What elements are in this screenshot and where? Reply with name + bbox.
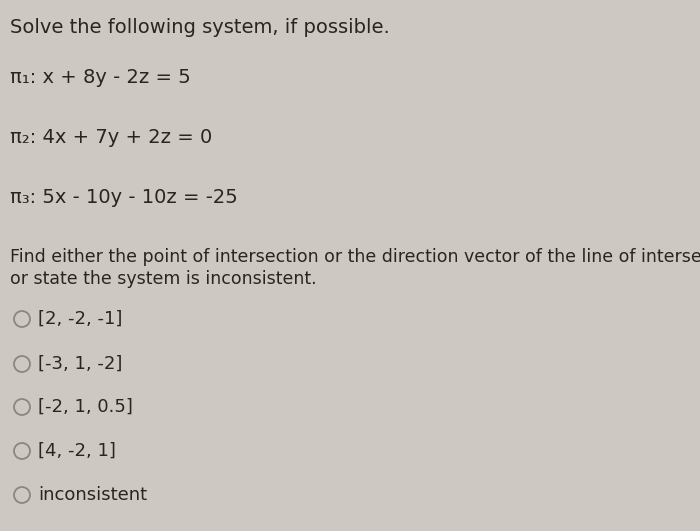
Text: [2, -2, -1]: [2, -2, -1] — [38, 310, 122, 328]
Text: or state the system is inconsistent.: or state the system is inconsistent. — [10, 270, 316, 288]
Text: [-3, 1, -2]: [-3, 1, -2] — [38, 355, 122, 373]
Text: [-2, 1, 0.5]: [-2, 1, 0.5] — [38, 398, 133, 416]
Text: inconsistent: inconsistent — [38, 486, 147, 504]
Text: π₂: 4x + 7y + 2z = 0: π₂: 4x + 7y + 2z = 0 — [10, 128, 212, 147]
Text: π₃: 5x - 10y - 10z = -25: π₃: 5x - 10y - 10z = -25 — [10, 188, 238, 207]
Text: [4, -2, 1]: [4, -2, 1] — [38, 442, 116, 460]
Text: Find either the point of intersection or the direction vector of the line of int: Find either the point of intersection or… — [10, 248, 700, 266]
Text: π₁: x + 8y - 2z = 5: π₁: x + 8y - 2z = 5 — [10, 68, 190, 87]
Text: Solve the following system, if possible.: Solve the following system, if possible. — [10, 18, 390, 37]
